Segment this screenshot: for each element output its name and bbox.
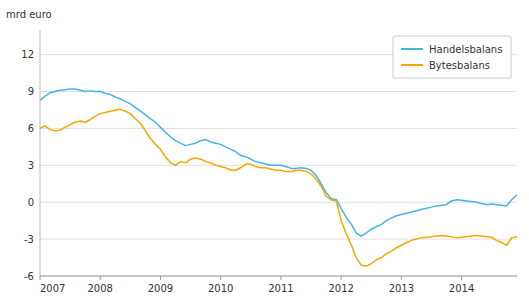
x-tick-label: 2011: [268, 283, 293, 294]
plot-area: [40, 89, 517, 266]
x-tick-label: 2008: [88, 283, 113, 294]
x-tick: [341, 276, 342, 280]
legend: Handelsbalans Bytesbalans: [393, 36, 511, 78]
x-tick: [160, 276, 161, 280]
y-tick-label: -6: [24, 271, 34, 282]
grid-line: [40, 202, 517, 203]
y-axis-line: [40, 30, 41, 276]
x-tick: [280, 276, 281, 280]
x-axis-line: [40, 276, 517, 277]
legend-label: Bytesbalans: [429, 60, 490, 71]
y-tick-label: 0: [28, 197, 34, 208]
y-grid: [40, 55, 517, 276]
series-line: [40, 109, 517, 266]
grid-line: [40, 128, 517, 129]
y-tick-label: -3: [24, 234, 34, 245]
chart: -6 -3 0 3 6 9 12 2007 2008 2009 2010 2011 2012 2013 20…: [0, 0, 529, 302]
legend-label: Handelsbalans: [429, 44, 502, 55]
x-tick-label: 2014: [449, 283, 474, 294]
x-tick: [401, 276, 402, 280]
grid-line: [40, 239, 517, 240]
x-tick-label: 2013: [389, 283, 414, 294]
x-tick: [40, 276, 41, 280]
y-tick-label: 12: [21, 49, 34, 60]
y-tick-label: 9: [28, 86, 34, 97]
legend-swatch: [401, 64, 423, 66]
x-tick: [220, 276, 221, 280]
grid-line: [40, 91, 517, 92]
x-tick: [100, 276, 101, 280]
x-tick-label: 2009: [148, 283, 173, 294]
x-tick-label: 2010: [208, 283, 233, 294]
y-tick-label: 3: [28, 160, 34, 171]
y-axis-label: mrd euro: [6, 9, 52, 20]
x-tick-label: 2012: [328, 283, 353, 294]
legend-box: [393, 36, 511, 78]
grid-line: [40, 276, 517, 277]
x-tick: [461, 276, 462, 280]
y-tick-label: 6: [28, 123, 34, 134]
x-tick-label: 2007: [40, 283, 65, 294]
legend-swatch: [401, 48, 423, 50]
